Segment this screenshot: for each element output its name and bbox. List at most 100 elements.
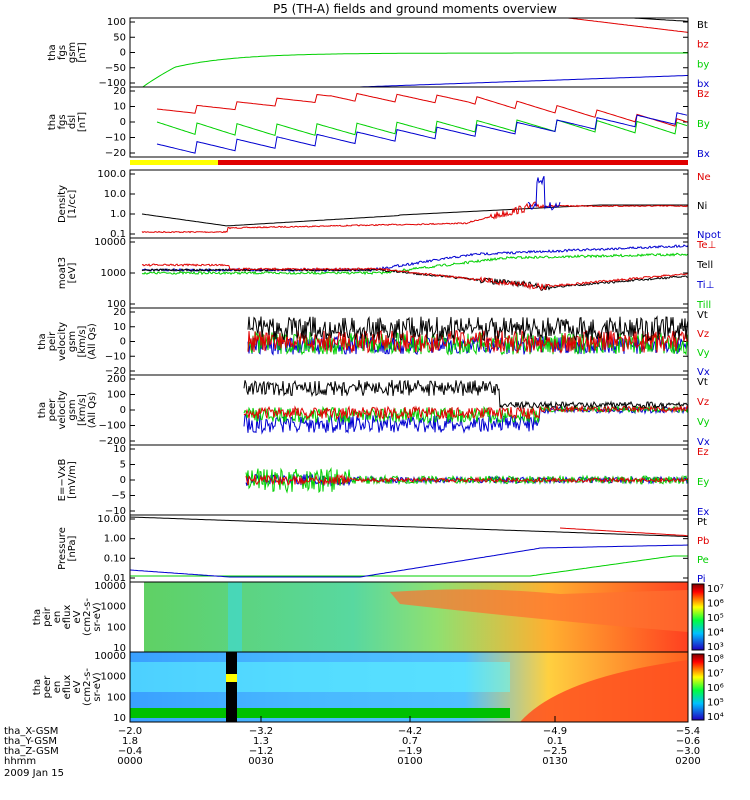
spectrogram-feature xyxy=(520,660,688,722)
panel-traces xyxy=(243,379,688,435)
xaxis-value: 0.7 xyxy=(402,736,418,747)
xaxis-value: 0.1 xyxy=(547,736,563,747)
trace-Bt xyxy=(624,18,688,22)
ylabel-line: peir xyxy=(47,331,58,351)
legend-Pt: Pt xyxy=(697,517,707,528)
ytick-label: 10000 xyxy=(94,581,126,592)
panel-peir_spec: tha peir en eflux eV (cm2-s-sr-eV) 10000 1000 10… xyxy=(32,581,724,654)
ytick-label: 0 xyxy=(120,117,126,128)
xaxis-value: 0130 xyxy=(542,756,567,767)
colorbar-label: 10³ xyxy=(707,642,724,653)
panel-yticks: 10000 1000 100 xyxy=(94,237,688,310)
xaxis-value: −5.4 xyxy=(676,726,700,737)
xaxis-row-label: tha_Y-GSM xyxy=(4,736,57,747)
trace-Npot xyxy=(527,176,561,211)
panel-legend: Ne Ni Npot xyxy=(697,172,721,241)
panel-efield: E=−VxB [mV/m] 10 5 0 −5 −10 Ez Ey Ex xyxy=(57,444,709,518)
colorbar: 10⁷ 10⁶ 10⁵ 10⁴ 10³ xyxy=(691,583,724,653)
spectrogram-gap xyxy=(130,582,144,652)
colorbar-label: 10⁷ xyxy=(707,669,724,680)
ytick-label: 10 xyxy=(113,444,126,455)
ylabel-line: tha xyxy=(47,44,58,60)
legend-Vt: Vt xyxy=(697,377,708,388)
ytick-label: −50 xyxy=(105,63,126,74)
panel-ylabel: tha fgs dsl [nT] xyxy=(47,112,88,132)
colorbar-label: 10⁶ xyxy=(707,599,724,610)
panel-legend: Ez Ey Ex xyxy=(697,447,709,518)
ylabel-line: [mV/m] xyxy=(67,461,78,499)
colorbar: 10⁸ 10⁷ 10⁶ 10⁵ 10⁴ xyxy=(691,653,724,723)
legend-Bz: Bz xyxy=(697,89,709,100)
panel-ylabel: tha peer en eflux eV (cm2-s-sr-eV) xyxy=(32,668,103,706)
trace-Vt xyxy=(247,315,688,342)
trace-Vx xyxy=(243,405,688,435)
xaxis-value: −1.9 xyxy=(398,746,422,757)
panel-legend: Pt Pb Pe Pi xyxy=(697,517,709,585)
ytick-label: −20 xyxy=(105,148,126,159)
legend-bz: bz xyxy=(697,40,709,51)
panel-traces xyxy=(141,18,688,87)
xaxis-value: 1.3 xyxy=(253,736,269,747)
ylabel-line: peir xyxy=(42,606,53,626)
ylabel-line: en xyxy=(52,611,63,624)
legend-Vt: Vt xyxy=(697,310,708,321)
legend-Pe: Pe xyxy=(697,555,709,566)
ylabel-line: [nPa] xyxy=(67,535,78,561)
legend-Vz: Vz xyxy=(697,397,709,408)
figure-title: P5 (TH-A) fields and ground moments over… xyxy=(273,2,557,16)
colorbar-label: 10⁵ xyxy=(707,698,724,709)
ylabel-line: (All Qs) xyxy=(87,392,98,429)
xaxis-value: −0.6 xyxy=(676,736,700,747)
ytick-label: −200 xyxy=(99,436,126,447)
trace-Vy xyxy=(247,330,688,356)
colorbar-label: 10⁶ xyxy=(707,683,724,694)
panel-fgs_dsl: tha fgs dsl [nT] 20 10 0 −10 −20 Bz By Bx xyxy=(47,86,710,160)
trace-Ni xyxy=(141,204,688,227)
ytick-label: 5 xyxy=(120,460,126,471)
legend-Bx: Bx xyxy=(697,149,710,160)
ylabel-line: Pressure xyxy=(57,527,68,570)
ytick-label: 1000 xyxy=(101,602,126,613)
ytick-label: −20 xyxy=(105,366,126,377)
legend-Ez: Ez xyxy=(697,447,709,458)
colorbar-label: 10⁷ xyxy=(707,584,724,595)
ytick-label: 50 xyxy=(113,32,126,43)
trace-bx xyxy=(343,75,688,87)
panel-traces xyxy=(141,176,688,234)
ytick-label: 1.0 xyxy=(110,209,126,220)
ytick-label: 20 xyxy=(113,307,126,318)
ytick-label: 100.0 xyxy=(97,169,126,180)
panel-density: Density [1/cc] 100.0 10.0 1.0 0.1 Ne Ni Npot xyxy=(57,169,721,241)
trace-Ti xyxy=(141,244,688,273)
ytick-label: 10 xyxy=(113,713,126,724)
panel-traces xyxy=(247,315,688,356)
trace-bz xyxy=(563,18,688,33)
trace-Te xyxy=(141,263,688,292)
ylabel-line: tha xyxy=(37,402,48,418)
xaxis-value: −1.2 xyxy=(249,746,273,757)
panel-ylabel: tha peir velocity gsm [km/s] (All Qs) xyxy=(37,322,98,361)
trace-Pb xyxy=(559,527,688,537)
trace-Vt xyxy=(243,379,688,410)
ylabel-line: [km/s] xyxy=(77,325,88,357)
ytick-label: 0.01 xyxy=(104,573,126,584)
panel-yticks: 200 100 0 −100 −200 xyxy=(99,374,688,447)
panel-peer_vel: tha peer velocity gsm [km/s] (All Qs) 200 100 0 −… xyxy=(37,374,710,448)
ytick-label: 0 xyxy=(120,475,126,486)
xaxis-row-label: hhmm xyxy=(4,756,36,767)
ylabel-line: eV xyxy=(72,610,83,623)
panel-pressure: Pressure [nPa] 10.00 1.00 0.10 0.01 Pt Pb Pe Pi xyxy=(57,514,709,585)
ytick-label: −5 xyxy=(111,491,126,502)
ylabel-line: sr-eV) xyxy=(92,602,103,631)
spectrogram-gap xyxy=(226,652,237,722)
ylabel-line: velocity xyxy=(57,322,68,361)
ylabel-line: peer xyxy=(47,398,58,422)
ylabel-line: [nT] xyxy=(77,42,88,62)
trace-Bz xyxy=(156,92,688,127)
xaxis-value: −3.0 xyxy=(676,746,700,757)
ytick-label: 10 xyxy=(113,102,126,113)
colorbar-label: 10⁸ xyxy=(707,654,724,665)
ylabel-line: eflux xyxy=(62,605,73,630)
trace-Pe xyxy=(130,555,688,577)
